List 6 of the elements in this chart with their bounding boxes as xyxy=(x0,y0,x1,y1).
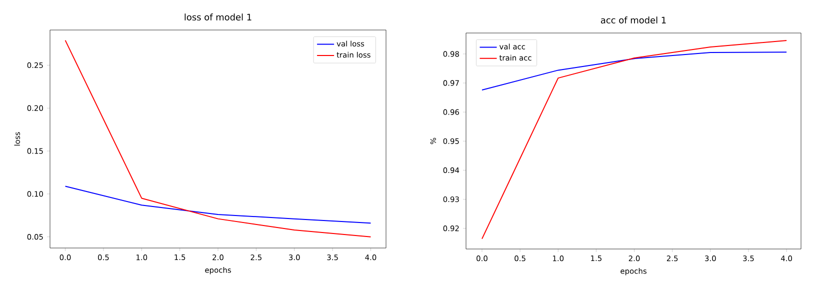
line-series xyxy=(482,40,788,240)
chart-title: loss of model 1 xyxy=(184,14,252,20)
line-series xyxy=(64,186,372,224)
chart-title: acc of model 1 xyxy=(600,16,666,24)
line-series xyxy=(64,40,372,238)
line-series xyxy=(482,52,788,90)
